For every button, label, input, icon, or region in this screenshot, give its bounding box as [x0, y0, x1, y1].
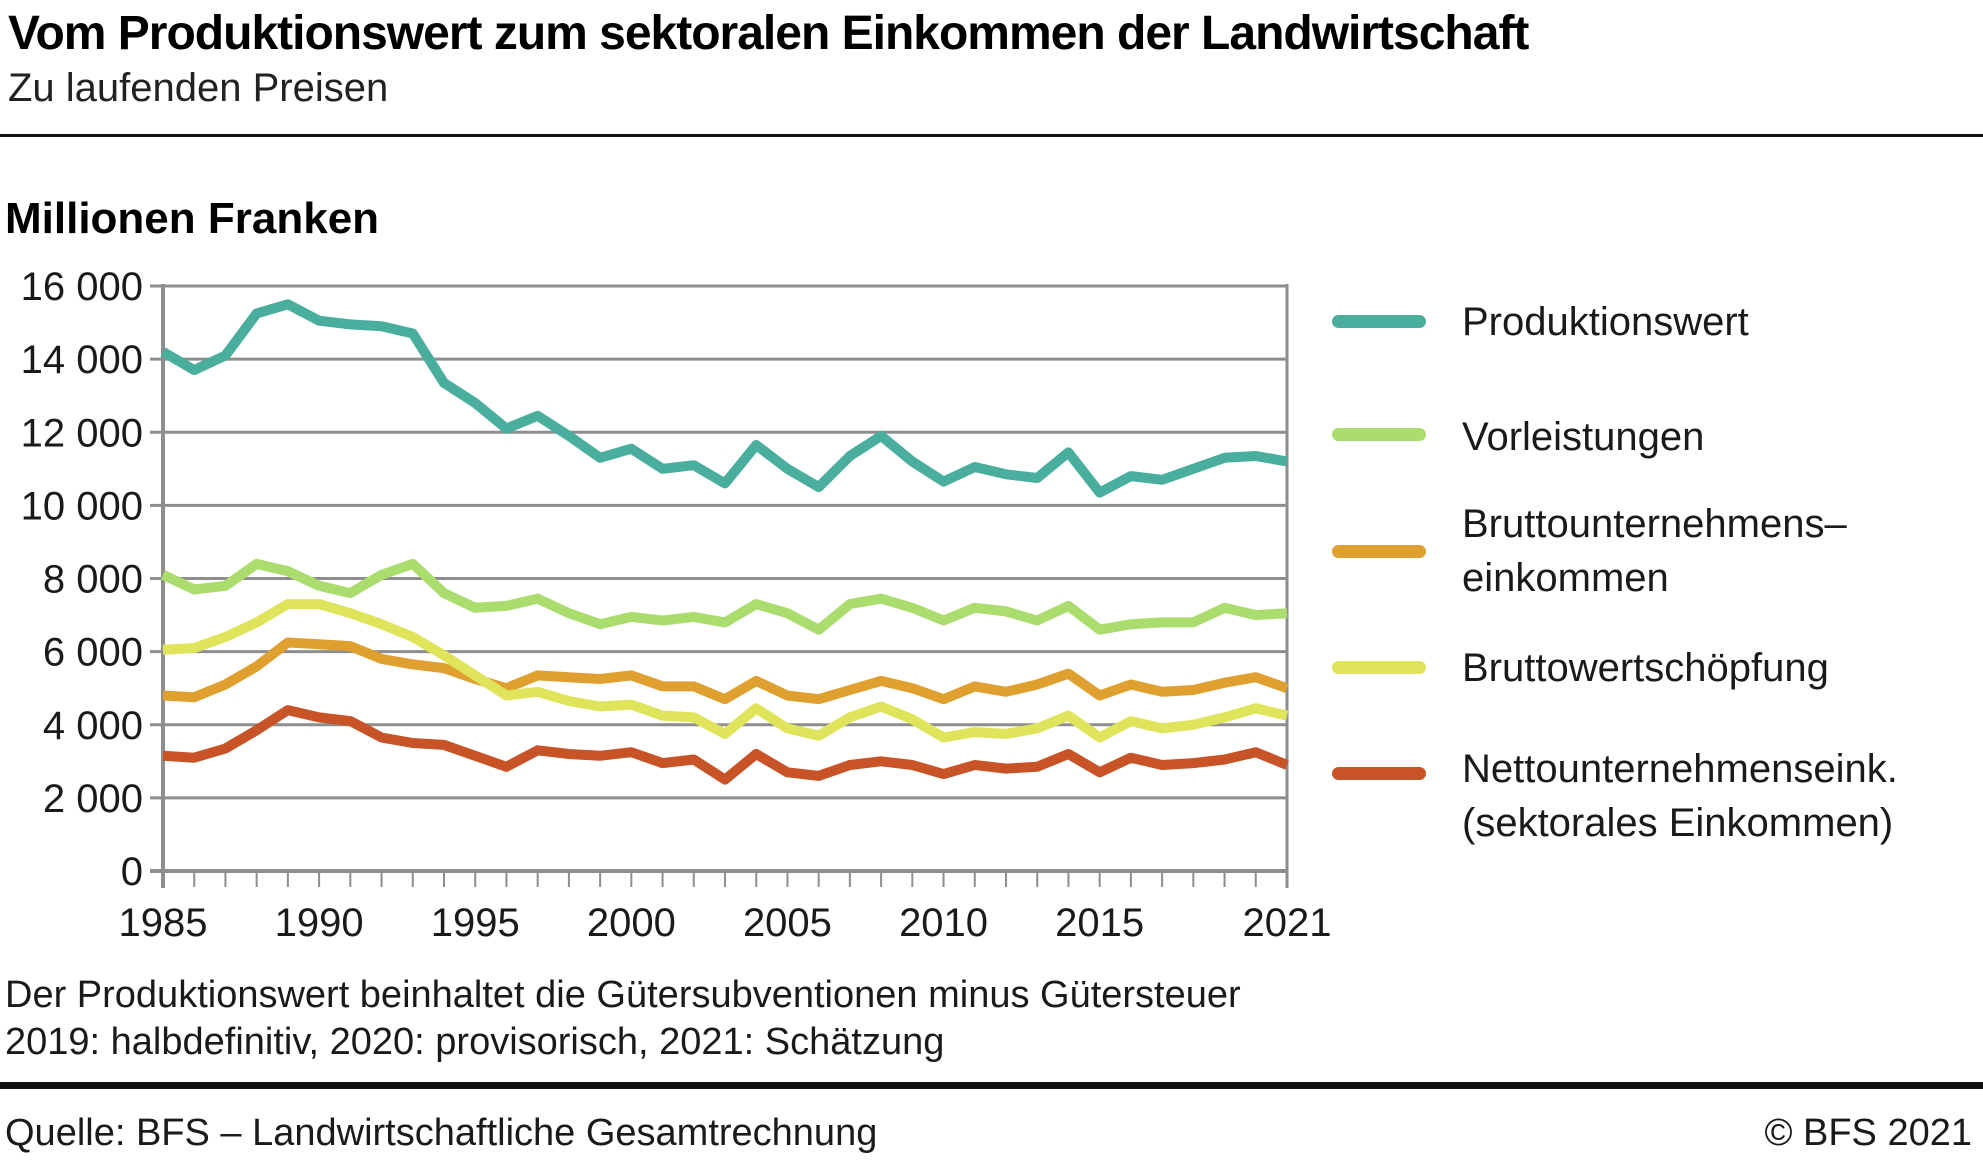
- x-tick-label: 1995: [431, 901, 520, 945]
- y-tick-label: 2 000: [43, 777, 143, 821]
- source-text: Quelle: BFS – Landwirtschaftliche Gesamt…: [5, 1112, 878, 1154]
- copyright-text: © BFS 2021: [1764, 1112, 1972, 1154]
- x-tick-label: 1990: [275, 901, 364, 945]
- y-tick-label: 16 000: [21, 265, 143, 309]
- series-line-vorleistungen: [160, 558, 1288, 635]
- x-tick-label: 1985: [119, 901, 208, 945]
- y-tick-label: 0: [121, 850, 143, 894]
- page-title: Vom Produktionswert zum sektoralen Einko…: [8, 7, 1529, 60]
- y-tick-label: 6 000: [43, 631, 143, 675]
- footnote-line-1: Der Produktionswert beinhaltet die Güter…: [5, 974, 1241, 1016]
- footnote-line-2: 2019: halbdefinitiv, 2020: provisorisch,…: [5, 1021, 945, 1063]
- x-tick-label: 2010: [899, 901, 988, 945]
- footnotes: Der Produktionswert beinhaltet die Güter…: [5, 972, 1241, 1066]
- y-axis-unit-label: Millionen Franken: [5, 194, 380, 243]
- y-tick-label: 8 000: [43, 558, 143, 602]
- page-subtitle: Zu laufenden Preisen: [8, 66, 389, 110]
- x-tick-label: 2015: [1055, 901, 1144, 945]
- x-tick-label: 2005: [743, 901, 832, 945]
- footer-divider: [0, 1082, 1983, 1089]
- series-line-produktionswert: [160, 299, 1288, 498]
- y-tick-label: 10 000: [21, 484, 143, 528]
- y-tick-label: 12 000: [21, 411, 143, 455]
- x-tick-label: 2000: [587, 901, 676, 945]
- x-tick-label: 2021: [1243, 901, 1332, 945]
- header-divider: [0, 134, 1983, 137]
- y-tick-label: 14 000: [21, 338, 143, 382]
- series-line-bruttowertsch-pfung: [162, 599, 1289, 743]
- series-line-bruttounternehmenseinkommen: [162, 637, 1289, 705]
- series-line-nettounternehmenseink-sektorales-einkommen: [162, 705, 1289, 785]
- y-tick-label: 4 000: [43, 704, 143, 748]
